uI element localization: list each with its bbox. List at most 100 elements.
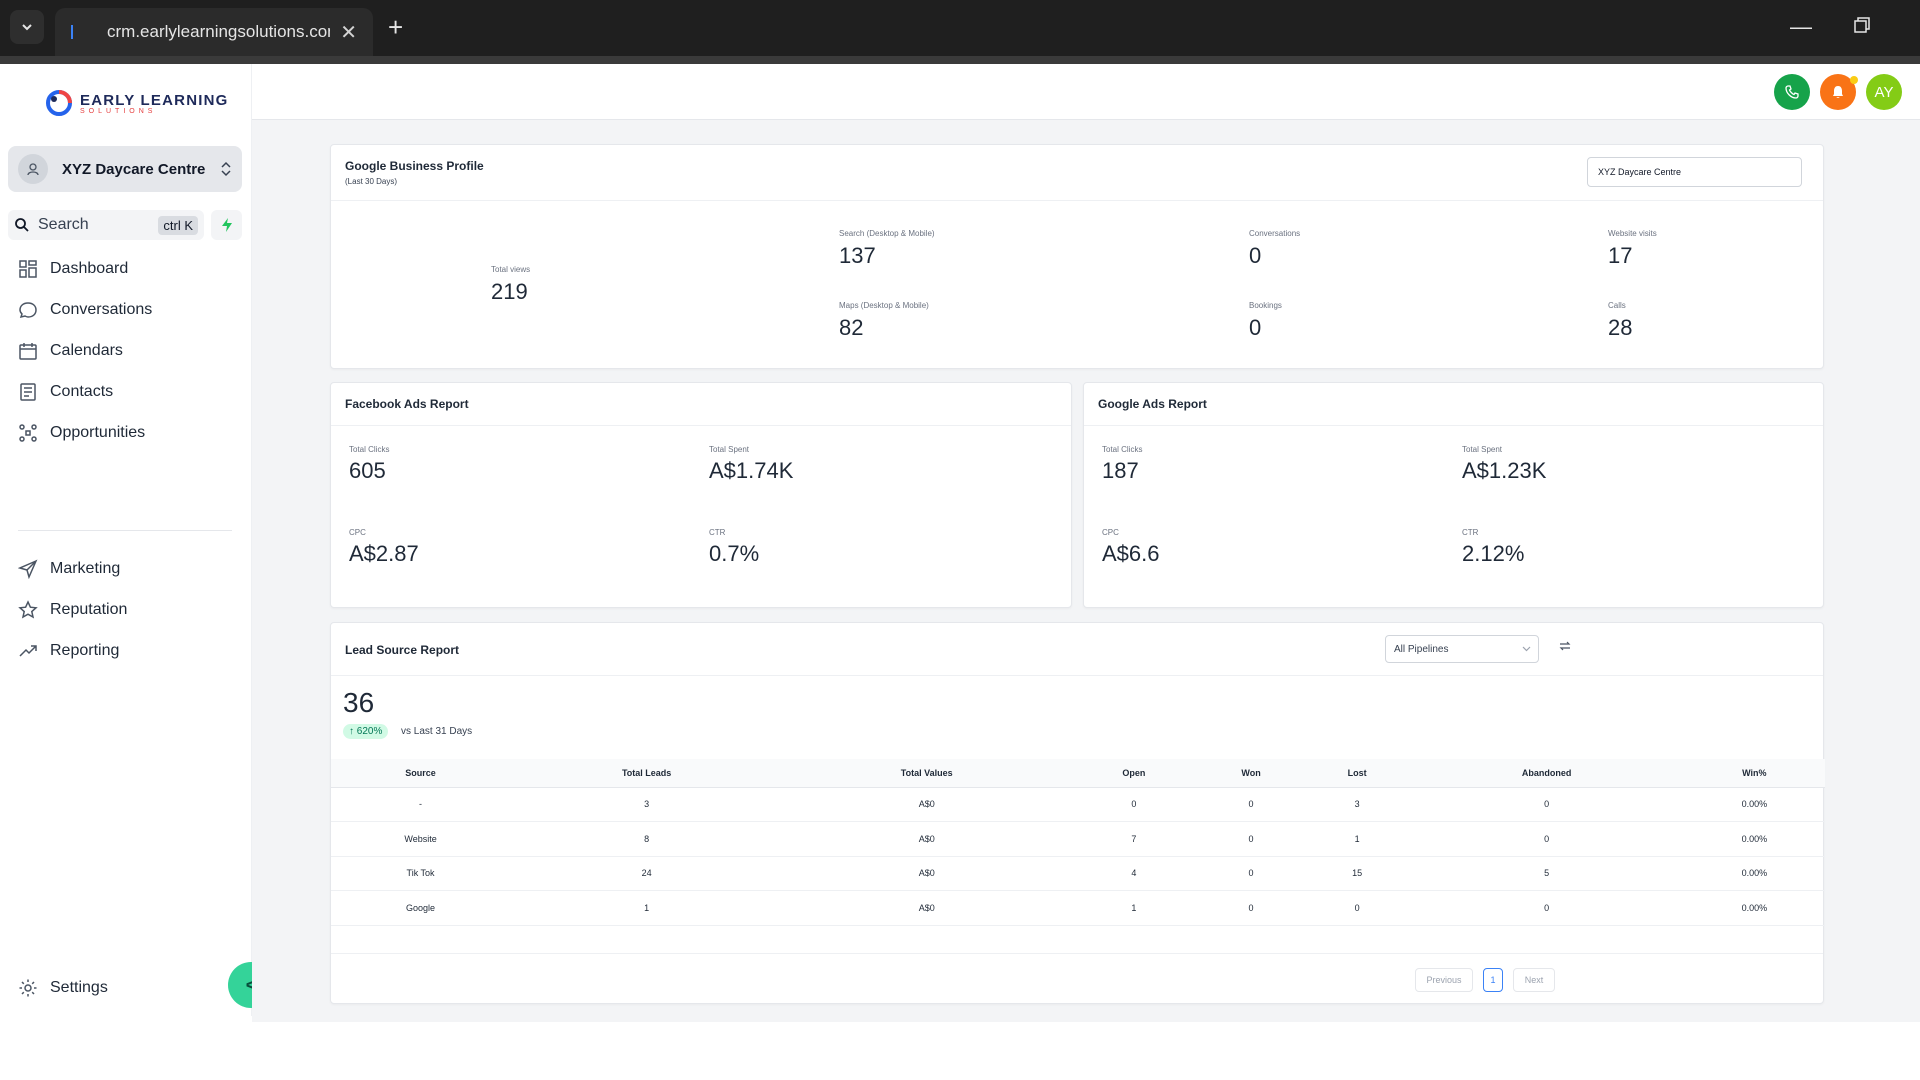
card-divider xyxy=(331,425,1071,426)
stat-value: 2.12% xyxy=(1462,541,1525,566)
stat-label: Total Clicks xyxy=(349,445,390,454)
sidebar-item-conversations[interactable]: Conversations xyxy=(18,289,238,330)
card-title: Facebook Ads Report xyxy=(345,397,469,411)
stat-value: A$1.23K xyxy=(1462,458,1547,483)
column-header[interactable]: Abandoned xyxy=(1409,759,1684,788)
minimize-button[interactable]: — xyxy=(1790,14,1812,39)
google-ads-card: Google Ads Report Total Clicks 187 Total… xyxy=(1083,382,1824,608)
stat-label: Total Spent xyxy=(1462,445,1503,454)
calendar-icon xyxy=(19,342,37,360)
search-shortcut: ctrl K xyxy=(158,215,198,235)
sidebar-item-marketing[interactable]: Marketing xyxy=(18,548,238,589)
search-box[interactable]: Search ctrl K xyxy=(8,210,204,240)
table-footer-divider xyxy=(331,953,1823,954)
sidebar-item-label: Opportunities xyxy=(50,423,146,441)
facebook-ads-card: Facebook Ads Report Total Clicks 605 Tot… xyxy=(330,382,1072,608)
column-header[interactable]: Total Values xyxy=(783,759,1071,788)
stat-label: CPC xyxy=(1102,528,1119,537)
table-cell: 0.00% xyxy=(1683,821,1825,857)
table-cell: 7 xyxy=(1070,821,1198,857)
table-cell: A$0 xyxy=(783,856,1071,891)
stat-label: Conversations xyxy=(1249,229,1301,238)
pipeline-select[interactable]: All Pipelines xyxy=(1385,635,1539,663)
logo-sub-text: SOLUTIONS xyxy=(80,107,157,115)
table-row: Google 1 A$0 1 0 0 0 0.00% xyxy=(331,890,1825,926)
table-cell: 1 xyxy=(1304,821,1410,857)
total-views-label: Total views xyxy=(491,265,531,274)
primary-nav: Dashboard Conversations Calendars Contac… xyxy=(18,248,238,453)
table-header-row: Source Total Leads Total Values Open Won… xyxy=(331,759,1825,788)
column-header[interactable]: Open xyxy=(1070,759,1198,788)
sidebar-item-reputation[interactable]: Reputation xyxy=(18,589,238,630)
table-cell: 0 xyxy=(1070,787,1198,822)
restore-window-icon[interactable] xyxy=(1853,16,1871,34)
tab-list-button[interactable] xyxy=(10,10,44,44)
star-icon xyxy=(18,599,38,618)
table-cell: 0 xyxy=(1409,890,1684,926)
sidebar-item-contacts[interactable]: Contacts xyxy=(18,371,238,412)
pagination-page[interactable]: 1 xyxy=(1483,968,1503,992)
table-row: - 3 A$0 0 0 3 0 0.00% xyxy=(331,787,1825,822)
sidebar-item-reporting[interactable]: Reporting xyxy=(18,630,238,671)
chevron-down-icon xyxy=(22,24,32,31)
table-cell: 0.00% xyxy=(1683,890,1825,926)
lead-total-value: 36 xyxy=(343,687,375,718)
phone-button[interactable] xyxy=(1774,74,1810,110)
search-icon xyxy=(15,218,29,232)
column-header[interactable]: Lost xyxy=(1304,759,1410,788)
new-tab-button[interactable]: + xyxy=(388,12,404,42)
column-header[interactable]: Source xyxy=(331,759,511,788)
stat-label: CTR xyxy=(1462,528,1479,537)
card-title: Google Ads Report xyxy=(1098,397,1207,411)
gear-icon xyxy=(19,979,37,997)
location-name: XYZ Daycare Centre xyxy=(62,160,206,178)
stat-label: CTR xyxy=(709,528,726,537)
opportunities-icon xyxy=(19,423,37,442)
column-header[interactable]: Win% xyxy=(1683,759,1825,788)
stat-value: A$6.6 xyxy=(1102,541,1160,566)
google-business-profile-card: Google Business Profile (Last 30 Days) X… xyxy=(330,144,1824,369)
card-divider xyxy=(331,200,1823,201)
brand-logo[interactable]: EARLY LEARNING SOLUTIONS xyxy=(44,88,229,118)
send-icon xyxy=(18,559,38,579)
quick-actions-button[interactable] xyxy=(211,210,242,240)
stat-value: 137 xyxy=(839,243,876,268)
stat-label: Total Clicks xyxy=(1102,445,1143,454)
stat-label: CPC xyxy=(349,528,366,537)
browser-tab-active[interactable]: crm.earlylearningsolutions.com ✕ xyxy=(55,8,373,56)
swap-arrows-icon[interactable] xyxy=(1559,640,1571,652)
column-header[interactable]: Total Leads xyxy=(510,759,784,788)
table-cell: 0 xyxy=(1197,890,1305,926)
table-cell: - xyxy=(331,787,511,822)
sidebar-item-settings[interactable]: Settings xyxy=(18,968,108,1008)
table-cell: 5 xyxy=(1409,856,1684,891)
total-views-value: 219 xyxy=(491,279,528,304)
favicon-icon xyxy=(71,25,79,39)
nav-divider xyxy=(18,530,232,531)
stat-value: A$2.87 xyxy=(349,541,419,566)
user-avatar[interactable]: AY xyxy=(1866,74,1902,110)
location-select[interactable]: XYZ Daycare Centre xyxy=(1587,157,1802,187)
sidebar-item-label: Settings xyxy=(50,979,108,996)
stat-value: 605 xyxy=(349,458,386,483)
table-cell: 24 xyxy=(510,856,784,891)
pagination-next[interactable]: Next xyxy=(1513,968,1555,992)
column-header[interactable]: Won xyxy=(1197,759,1305,788)
card-title: Google Business Profile xyxy=(345,159,484,173)
sidebar-item-calendars[interactable]: Calendars xyxy=(18,330,238,371)
chat-bubble-icon xyxy=(19,301,37,318)
sidebar-item-opportunities[interactable]: Opportunities xyxy=(18,412,238,453)
table-cell: 0 xyxy=(1304,890,1410,926)
pagination-previous[interactable]: Previous xyxy=(1415,968,1473,992)
table-cell: 4 xyxy=(1070,856,1198,891)
location-switcher[interactable]: XYZ Daycare Centre xyxy=(8,146,242,192)
close-icon[interactable]: ✕ xyxy=(340,21,357,44)
table-cell: 1 xyxy=(510,890,784,926)
phone-icon xyxy=(1785,85,1799,99)
stat-value: 0 xyxy=(1249,315,1262,340)
location-avatar-icon xyxy=(18,154,48,184)
sidebar-item-dashboard[interactable]: Dashboard xyxy=(18,248,238,289)
table-cell: 0 xyxy=(1197,856,1305,891)
stat-value: 17 xyxy=(1608,243,1633,268)
stat-label: Website visits xyxy=(1608,229,1657,238)
